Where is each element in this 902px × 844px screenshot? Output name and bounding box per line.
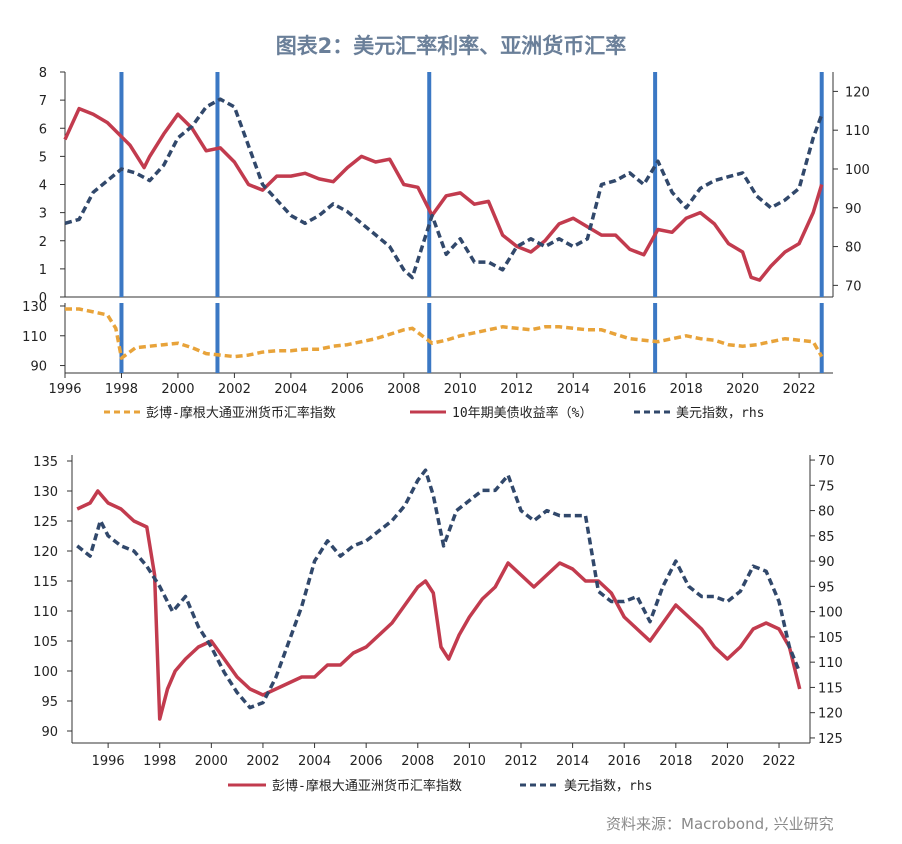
left-tick-label: 110	[22, 330, 47, 345]
right-tick-label: 75	[818, 479, 835, 494]
bottom-legend: 彭博-摩根大通亚洲货币汇率指数 美元指数，rhs	[228, 778, 652, 794]
right-tick-label: 100	[845, 163, 870, 178]
left-tick-label: 6	[39, 122, 47, 137]
left-tick-label: 100	[33, 665, 58, 680]
x-tick-label: 2008	[401, 754, 434, 769]
asia-currency-index-line	[76, 489, 802, 721]
dollar-index-line	[76, 468, 802, 710]
x-tick-label: 2006	[331, 382, 364, 397]
x-tick-label: 1998	[143, 754, 176, 769]
top-legend: 彭博-摩根大通亚洲货币汇率指数 10年期美债收益率（%） 美元指数，rhs	[104, 405, 764, 421]
x-tick-label: 2022	[762, 754, 795, 769]
x-tick-label: 2016	[608, 754, 641, 769]
source-note: 资料来源：Macrobond, 兴业研究	[606, 813, 834, 834]
left-tick-label: 130	[33, 485, 58, 500]
x-tick-label: 1996	[48, 382, 81, 397]
x-tick-label: 2004	[274, 382, 307, 397]
right-tick-label: 120	[818, 707, 843, 722]
x-tick-label: 1996	[92, 754, 125, 769]
x-tick-label: 2000	[161, 382, 194, 397]
right-tick-label: 70	[818, 454, 835, 469]
legend-top-gold-label: 彭博-摩根大通亚洲货币汇率指数	[146, 405, 336, 421]
right-tick-label: 110	[845, 124, 870, 139]
right-tick-label: 80	[818, 505, 835, 520]
top-lower-panel: 90 110 130 1996 1998 2000 2002 2004 2006 2008 2010…	[22, 300, 833, 397]
left-tick-label: 90	[41, 725, 58, 740]
left-tick-label: 2	[39, 235, 47, 250]
legend-top-red-label: 10年期美债收益率（%）	[452, 405, 592, 421]
left-tick-label: 95	[41, 695, 58, 710]
right-tick-label: 85	[818, 530, 835, 545]
right-tick-label: 120	[845, 85, 870, 100]
right-tick-label: 110	[818, 656, 843, 671]
treasury-yield-line	[63, 106, 824, 282]
asia-currency-index-line	[65, 307, 824, 360]
x-tick-label: 2020	[726, 382, 759, 397]
left-tick-label: 3	[39, 207, 47, 222]
chart-title: 图表2：美元汇率利率、亚洲货币汇率	[275, 34, 627, 58]
x-tick-label: 2016	[613, 382, 646, 397]
x-tick-label: 2012	[504, 754, 537, 769]
left-tick-label: 115	[33, 575, 58, 590]
left-tick-label: 135	[33, 455, 58, 470]
right-tick-label: 115	[818, 681, 843, 696]
right-tick-label: 80	[845, 241, 862, 256]
x-tick-label: 2010	[444, 382, 477, 397]
x-tick-label: 2018	[659, 754, 692, 769]
left-tick-label: 105	[33, 635, 58, 650]
top-upper-panel: 0 1 2 3 4 5 6 7 8 70 80 90 100 110 120	[39, 66, 870, 306]
x-tick-label: 1998	[105, 382, 138, 397]
left-tick-label: 110	[33, 605, 58, 620]
left-tick-label: 7	[39, 94, 47, 109]
x-tick-label: 2014	[557, 382, 590, 397]
x-tick-label: 2010	[453, 754, 486, 769]
x-tick-label: 2014	[556, 754, 589, 769]
x-tick-label: 2018	[670, 382, 703, 397]
x-tick-label: 2004	[298, 754, 331, 769]
x-tick-label: 2012	[500, 382, 533, 397]
left-tick-label: 4	[39, 179, 47, 194]
legend-bottom-red-label: 彭博-摩根大通亚洲货币汇率指数	[272, 778, 462, 794]
x-tick-label: 2002	[246, 754, 279, 769]
left-tick-label: 125	[33, 515, 58, 530]
right-tick-label: 125	[818, 732, 843, 747]
x-tick-label: 2002	[218, 382, 251, 397]
x-tick-label: 2000	[195, 754, 228, 769]
left-tick-label: 8	[39, 66, 47, 81]
left-tick-label: 0	[39, 291, 47, 306]
legend-bottom-navy-label: 美元指数，rhs	[564, 779, 652, 794]
left-tick-label: 130	[22, 300, 47, 315]
right-tick-label: 105	[818, 631, 843, 646]
source-text: 资料来源：Macrobond, 兴业研究	[606, 815, 834, 833]
left-tick-label: 90	[30, 360, 47, 375]
right-tick-label: 90	[845, 202, 862, 217]
right-tick-label: 90	[818, 555, 835, 570]
x-tick-label: 2006	[350, 754, 383, 769]
left-tick-label: 120	[33, 545, 58, 560]
dollar-index-line	[64, 97, 824, 280]
x-tick-label: 2022	[783, 382, 816, 397]
bottom-panel: 90 95 100 105 110 115 120 125 130 135 70 75 80 85 90 95…	[33, 454, 843, 769]
x-tick-label: 2020	[711, 754, 744, 769]
left-tick-label: 1	[39, 263, 47, 278]
legend-top-navy-label: 美元指数，rhs	[676, 406, 764, 421]
right-tick-label: 95	[818, 580, 835, 595]
right-tick-label: 100	[818, 606, 843, 621]
right-tick-label: 70	[845, 279, 862, 294]
x-tick-label: 2008	[387, 382, 420, 397]
left-tick-label: 5	[39, 150, 47, 165]
